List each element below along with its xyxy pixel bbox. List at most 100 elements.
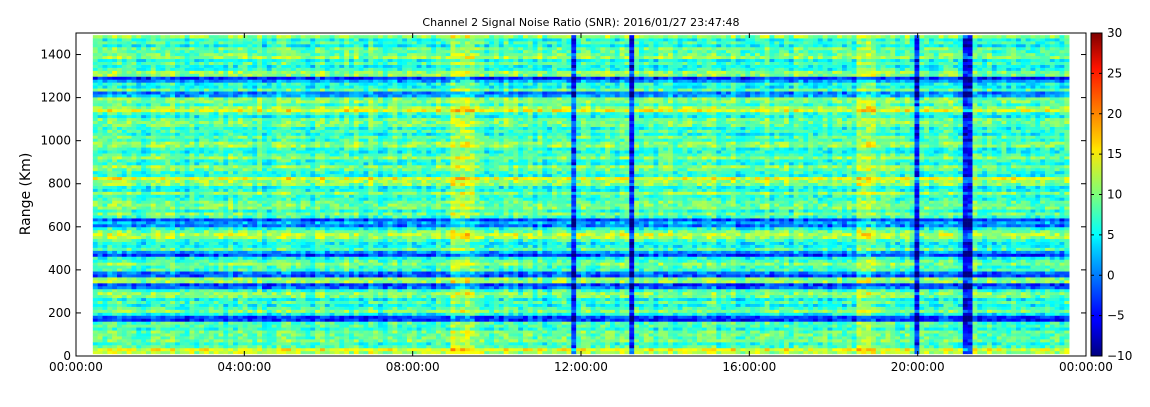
heatmap-cell (300, 82, 306, 86)
heatmap-cell (165, 73, 171, 77)
heatmap-cell (276, 153, 282, 157)
heatmap-cell (305, 41, 311, 45)
heatmap-cell (194, 156, 200, 160)
heatmap-cell (175, 238, 181, 243)
heatmap-cell (175, 46, 181, 51)
heatmap-cell (242, 262, 248, 266)
heatmap-cell (141, 114, 147, 119)
heatmap-cell (271, 105, 277, 110)
heatmap-cell (117, 297, 123, 302)
heatmap-cell (179, 271, 185, 275)
heatmap-cell (126, 150, 132, 154)
heatmap-cell (107, 44, 113, 48)
heatmap-cell (131, 105, 137, 110)
heatmap-cell (310, 52, 316, 57)
heatmap-cell (97, 218, 103, 222)
heatmap-cell (107, 188, 113, 192)
heatmap-cell (228, 58, 234, 63)
heatmap-cell (175, 209, 181, 213)
heatmap-cell (136, 238, 142, 243)
heatmap-cell (281, 336, 287, 340)
heatmap-cell (121, 200, 127, 204)
heatmap-cell (300, 333, 306, 337)
heatmap-cell (257, 144, 263, 148)
heatmap-cell (126, 46, 132, 51)
heatmap-cell (262, 212, 268, 216)
heatmap-cell (286, 247, 292, 251)
heatmap-cell (310, 73, 316, 77)
heatmap-cell (204, 41, 210, 45)
heatmap-cell (223, 197, 229, 201)
heatmap-cell (146, 342, 152, 346)
heatmap-cell (136, 73, 142, 77)
heatmap-cell (291, 291, 297, 296)
heatmap-cell (286, 285, 292, 290)
heatmap-cell (204, 159, 210, 163)
heatmap-cell (97, 280, 103, 284)
heatmap-cell (291, 318, 297, 322)
heatmap-cell (150, 123, 156, 127)
heatmap-cell (117, 117, 123, 122)
heatmap-cell (223, 259, 229, 263)
heatmap-cell (170, 339, 176, 343)
heatmap-cell (295, 297, 301, 302)
heatmap-cell (237, 218, 243, 222)
heatmap-cell (112, 268, 118, 272)
heatmap-cell (117, 35, 123, 39)
heatmap-cell (102, 226, 108, 231)
heatmap-cell (252, 67, 258, 71)
heatmap-cell (155, 85, 161, 89)
heatmap-cell (117, 221, 123, 225)
heatmap-cell (237, 52, 243, 57)
heatmap-cell (175, 114, 181, 119)
heatmap-cell (237, 250, 243, 254)
heatmap-cell (271, 333, 277, 337)
heatmap-cell (170, 182, 176, 186)
heatmap-cell (117, 182, 123, 186)
heatmap-cell (300, 61, 306, 65)
heatmap-cell (102, 147, 108, 151)
heatmap-cell (286, 91, 292, 95)
heatmap-cell (271, 67, 277, 71)
heatmap-cell (266, 330, 272, 334)
heatmap-cell (107, 265, 113, 269)
heatmap-cell (252, 197, 258, 201)
heatmap-cell (286, 49, 292, 54)
heatmap-cell (266, 159, 272, 163)
heatmap-cell (252, 347, 258, 352)
heatmap-cell (310, 327, 316, 331)
heatmap-cell (92, 185, 98, 189)
heatmap-cell (266, 170, 272, 175)
heatmap-cell (233, 52, 239, 57)
heatmap-cell (175, 135, 181, 139)
heatmap-cell (281, 44, 287, 48)
heatmap-cell (199, 188, 205, 192)
heatmap-cell (146, 215, 152, 219)
heatmap-cell (112, 88, 118, 92)
heatmap-cell (126, 238, 132, 243)
heatmap-cell (146, 226, 152, 231)
heatmap-cell (165, 100, 171, 104)
heatmap-cell (150, 114, 156, 119)
heatmap-cell (208, 103, 214, 107)
heatmap-cell (107, 324, 113, 328)
heatmap-cell (286, 324, 292, 328)
heatmap-cell (146, 209, 152, 213)
heatmap-cell (184, 188, 190, 192)
heatmap-cell (150, 105, 156, 110)
heatmap-cell (194, 347, 200, 352)
heatmap-cell (204, 244, 210, 248)
heatmap-cell (233, 61, 239, 65)
heatmap-cell (257, 44, 263, 48)
heatmap-cell (247, 324, 253, 328)
heatmap-cell (213, 94, 219, 98)
heatmap-cell (165, 259, 171, 263)
heatmap-cell (310, 159, 316, 163)
heatmap-cell (252, 162, 258, 166)
heatmap-cell (175, 259, 181, 263)
heatmap-cell (92, 232, 98, 237)
heatmap-cell (291, 288, 297, 293)
heatmap-cell (194, 226, 200, 231)
heatmap-cell (286, 262, 292, 266)
heatmap-cell (252, 312, 258, 316)
